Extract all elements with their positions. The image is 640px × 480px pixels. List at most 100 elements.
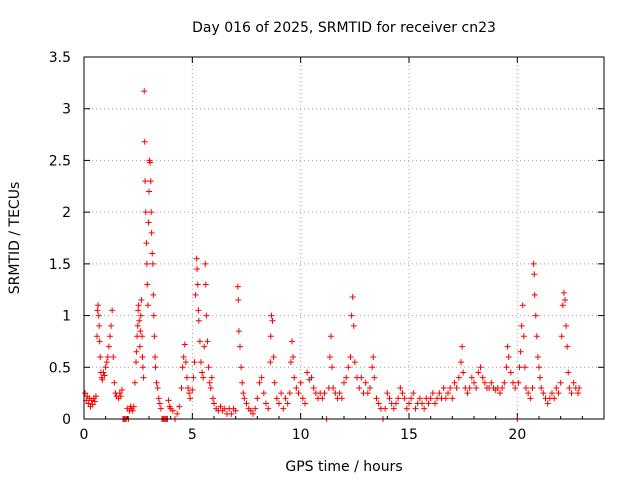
data-point (455, 374, 462, 381)
data-point (504, 343, 511, 350)
data-point (408, 395, 415, 402)
data-point (267, 333, 274, 340)
data-point (373, 395, 380, 402)
data-point (200, 374, 207, 381)
data-point (531, 291, 538, 298)
data-point (559, 302, 566, 309)
data-point (129, 407, 136, 414)
data-point (419, 400, 425, 407)
data-point (517, 348, 524, 355)
data-point (534, 353, 541, 360)
data-point (505, 353, 512, 360)
data-point (521, 364, 528, 371)
data-point (350, 322, 357, 329)
data-point (104, 353, 111, 360)
data-point (165, 397, 172, 404)
data-point (154, 384, 161, 391)
data-point (100, 369, 107, 376)
data-point (206, 379, 213, 386)
data-point (557, 379, 564, 386)
data-point (479, 374, 486, 381)
data-point (451, 379, 458, 386)
data-point (148, 209, 155, 216)
data-point (194, 266, 201, 273)
data-point (287, 359, 294, 366)
data-point (153, 379, 160, 386)
data-point (239, 379, 246, 386)
data-point (538, 384, 545, 391)
data-point (460, 369, 467, 376)
data-point (345, 364, 352, 371)
data-point (308, 374, 315, 381)
data-point (406, 400, 412, 407)
data-point (515, 379, 522, 386)
data-point (136, 317, 143, 324)
data-point (254, 395, 261, 402)
data-point (429, 390, 436, 397)
data-point (523, 384, 529, 391)
data-point (142, 178, 149, 185)
data-point (94, 333, 100, 340)
data-point (558, 333, 565, 340)
data-point (209, 395, 216, 402)
data-point (135, 307, 142, 314)
data-point (256, 379, 263, 386)
y-tick-label: 1.5 (49, 257, 71, 273)
data-point (362, 379, 369, 386)
data-point (169, 407, 176, 414)
data-point (302, 400, 308, 407)
data-point (96, 322, 103, 329)
data-point (187, 395, 194, 402)
data-point (560, 289, 567, 296)
y-tick-label: 1 (62, 309, 71, 325)
data-point (201, 343, 208, 350)
data-point (488, 379, 495, 386)
data-point (102, 364, 109, 371)
data-point (241, 395, 248, 402)
data-point (199, 369, 206, 376)
data-point (537, 374, 544, 381)
data-point (176, 403, 183, 410)
data-point (447, 384, 454, 391)
data-point (141, 88, 148, 95)
data-point (549, 390, 555, 397)
data-point (518, 322, 525, 329)
data-point (260, 390, 267, 397)
data-point (150, 312, 157, 319)
data-point (147, 159, 154, 166)
data-point (182, 359, 189, 366)
data-point (295, 390, 302, 397)
data-point (151, 333, 158, 340)
data-point (397, 384, 404, 391)
data-point (185, 384, 191, 391)
data-point (386, 395, 393, 402)
data-point (310, 384, 317, 391)
data-point (139, 353, 146, 360)
data-point (156, 400, 163, 407)
data-point (157, 405, 164, 412)
data-point (540, 390, 547, 397)
data-point (191, 359, 198, 366)
data-point (290, 353, 297, 360)
data-point (570, 379, 577, 386)
data-point (247, 407, 254, 414)
data-point (149, 260, 156, 267)
data-point (568, 390, 575, 397)
data-point (205, 364, 212, 371)
data-point (198, 359, 204, 366)
data-point (109, 307, 116, 314)
data-point (181, 341, 188, 348)
data-point (473, 384, 480, 391)
data-point (133, 348, 140, 355)
data-point (551, 395, 558, 402)
data-point (371, 374, 378, 381)
data-point (512, 384, 519, 391)
data-point (466, 384, 473, 391)
data-point (155, 395, 162, 402)
data-point (133, 359, 139, 366)
data-point (174, 410, 181, 417)
data-point (99, 376, 106, 383)
data-point (179, 364, 186, 371)
data-point (202, 281, 209, 288)
